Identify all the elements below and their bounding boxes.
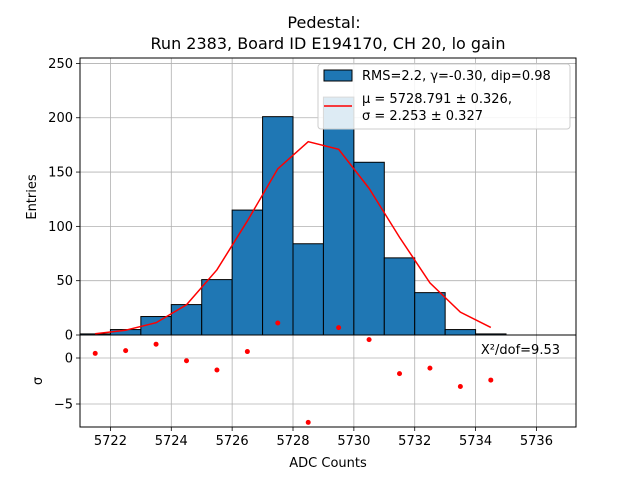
x-axis-label: ADC Counts	[289, 456, 367, 471]
histogram-bar	[444, 329, 477, 336]
histogram-bar	[262, 116, 294, 336]
x-tick-label: 5724	[155, 434, 188, 449]
x-tick-label: 5736	[520, 434, 553, 449]
x-tick-label: 5730	[337, 434, 370, 449]
bottom-y-tick-label: −5	[54, 398, 73, 413]
residual-point	[244, 349, 250, 355]
legend-fit-label-line1: μ = 5728.791 ± 0.326,	[362, 92, 512, 107]
x-tick-label: 5726	[216, 434, 249, 449]
legend-box	[317, 63, 571, 130]
histogram-bar	[231, 209, 264, 336]
histogram-bar	[383, 257, 416, 336]
bottom-panel-frame	[79, 334, 577, 428]
residual-point	[397, 371, 403, 377]
residual-point	[457, 384, 463, 390]
top-y-tick-label: 150	[48, 166, 73, 181]
chart-title-line2: Run 2383, Board ID E194170, CH 20, lo ga…	[151, 34, 506, 53]
chart-title-line1: Pedestal:	[287, 13, 360, 32]
top-y-tick-label: 100	[48, 220, 73, 235]
top-y-ticks: 0 50 100 150 200 250	[48, 57, 80, 344]
residual-point	[153, 341, 159, 347]
residual-point	[214, 367, 220, 373]
x-tick-label: 5734	[459, 434, 492, 449]
bottom-y-tick-label: 0	[65, 352, 73, 367]
legend-fit-label-line2: σ = 2.253 ± 0.327	[362, 109, 483, 124]
residual-point	[123, 348, 129, 354]
histogram-bar	[322, 96, 355, 336]
residual-points	[92, 320, 494, 425]
legend-histogram-label: RMS=2.2, γ=-0.30, dip=0.98	[362, 69, 551, 84]
top-y-tick-label: 50	[56, 274, 73, 289]
histogram-bar	[292, 243, 324, 336]
residual-point	[92, 350, 98, 356]
fit-line	[95, 140, 492, 335]
residual-point	[336, 325, 342, 331]
residual-point	[305, 419, 311, 425]
histogram-bar	[201, 279, 233, 336]
legend-histogram-swatch	[323, 69, 353, 82]
top-y-tick-label: 0	[65, 329, 73, 344]
x-tick-label: 5732	[398, 434, 431, 449]
histogram-bar	[170, 304, 203, 336]
residual-point	[366, 337, 372, 343]
histogram-bar	[414, 292, 446, 336]
chi2-annotation: X²/dof=9.53	[481, 343, 560, 358]
histogram-bars	[79, 96, 507, 336]
legend: RMS=2.2, γ=-0.30, dip=0.98 μ = 5728.791 …	[317, 63, 571, 130]
residual-point	[184, 358, 190, 364]
bottom-grid	[80, 335, 576, 427]
top-y-tick-label: 250	[48, 57, 73, 72]
residual-point	[275, 320, 281, 326]
x-tick-label: 5722	[94, 434, 127, 449]
residual-point	[488, 377, 494, 383]
bottom-y-label: σ	[31, 377, 46, 385]
top-y-label: Entries	[25, 174, 40, 220]
x-ticks: 5722 5724 5726 5728 5730 5732 5734 5736	[94, 427, 553, 449]
x-tick-label: 5728	[276, 434, 309, 449]
residual-point	[427, 365, 433, 371]
top-y-tick-label: 200	[48, 111, 73, 126]
bottom-y-ticks: −5 0	[54, 352, 80, 413]
